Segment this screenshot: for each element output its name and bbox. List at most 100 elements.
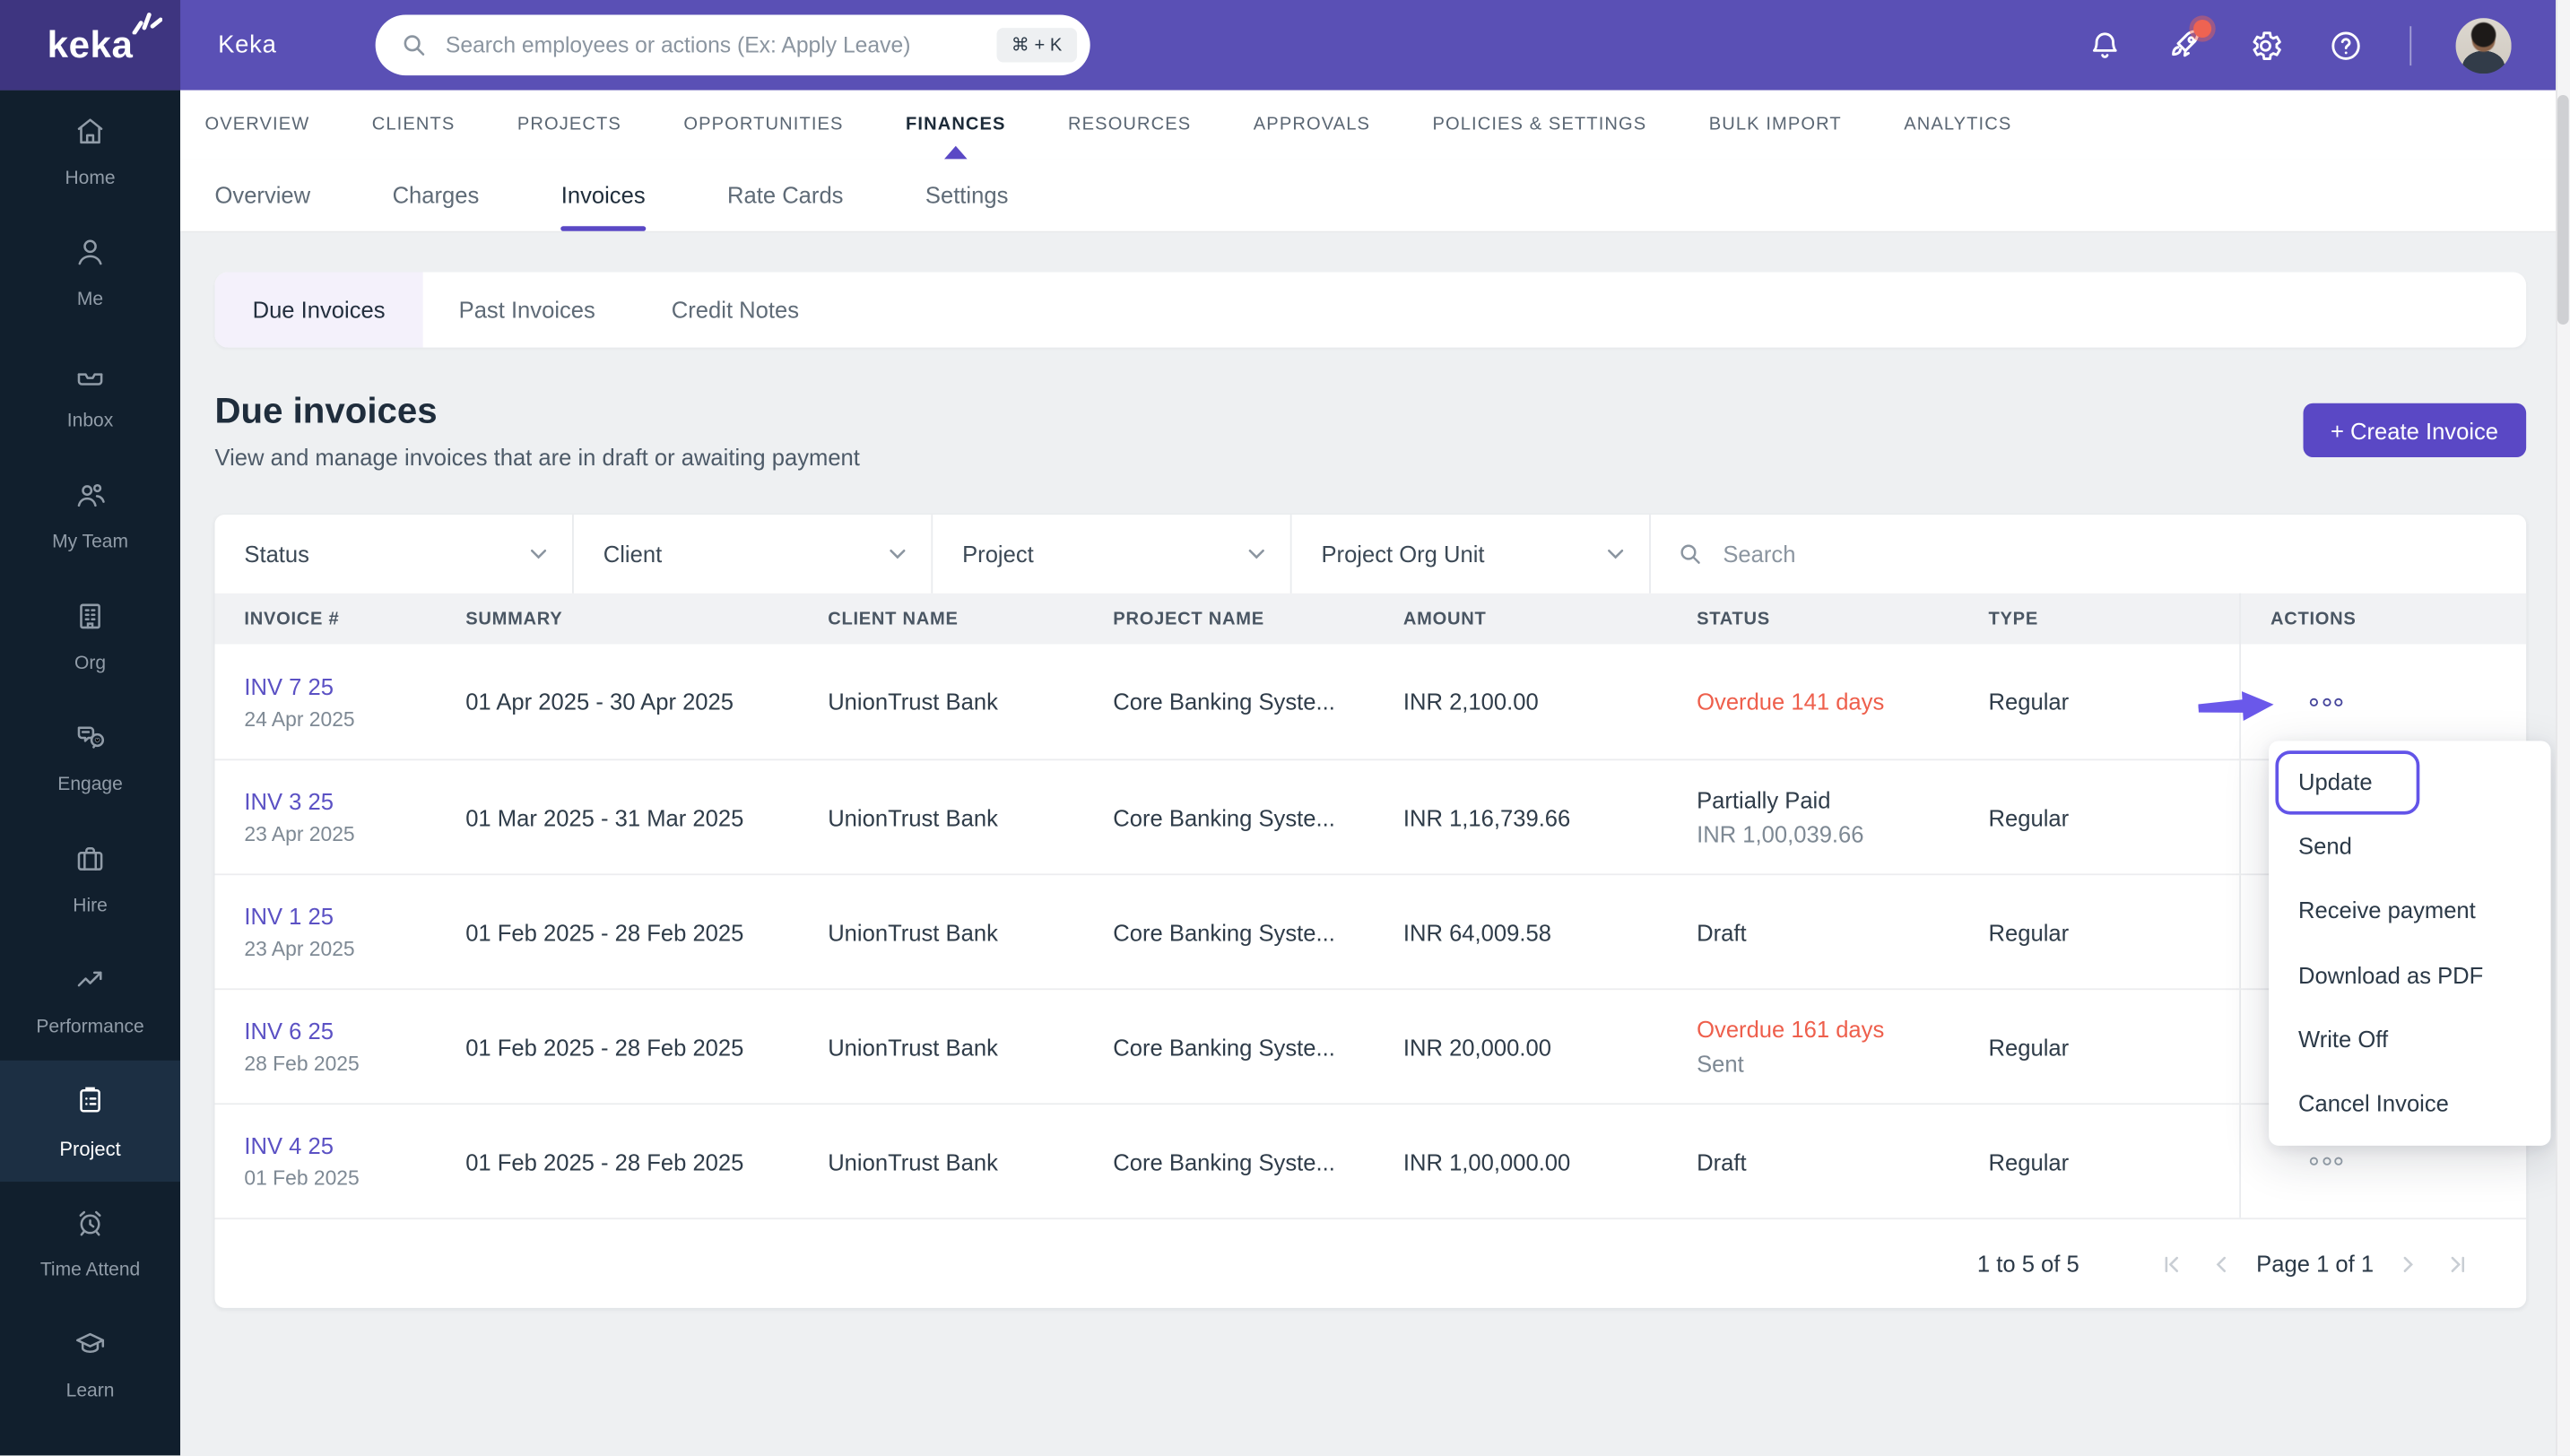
filter-status[interactable]: Status [214,515,574,594]
filter-project[interactable]: Project [933,515,1292,594]
main-nav-projects[interactable]: PROJECTS [517,114,621,134]
client-cell: UnionTrust Bank [828,1033,998,1060]
sidebar-item-org[interactable]: Org [0,576,180,697]
column-header-invoice: INVOICE # [244,609,340,629]
scrollbar-thumb[interactable] [2557,95,2569,325]
topbar: keka Keka ⌘ + K [0,0,2570,91]
scrollbar[interactable] [2556,0,2570,1456]
gear-icon[interactable] [2246,25,2286,65]
invoice-link[interactable]: INV 6 25 [244,1018,334,1044]
menu-item-download-as-pdf[interactable]: Download as PDF [2298,961,2484,988]
rocket-icon[interactable] [2166,19,2212,65]
sub-nav-rate-cards[interactable]: Rate Cards [727,181,844,209]
sub-nav-overview[interactable]: Overview [214,181,311,209]
main-nav-approvals[interactable]: APPROVALS [1253,114,1371,134]
create-invoice-button[interactable]: + Create Invoice [2302,403,2527,458]
global-search-input[interactable] [442,30,997,59]
sidebar-item-engage[interactable]: Engage [0,697,180,818]
main-nav-bulk-import[interactable]: BULK IMPORT [1708,114,1842,134]
type-cell: Regular [1988,688,2070,715]
sub-nav-settings[interactable]: Settings [925,181,1009,209]
prev-page-button[interactable] [2197,1254,2246,1272]
project-cell: Core Banking Syste... [1113,1033,1335,1060]
user-avatar[interactable] [2455,17,2512,74]
sidebar-item-hire[interactable]: Hire [0,818,180,939]
keka-logo[interactable]: keka [0,0,181,91]
main-nav-opportunities[interactable]: OPPORTUNITIES [683,114,844,134]
global-search[interactable]: ⌘ + K [375,14,1090,76]
sidebar-item-label: Performance [36,1018,144,1038]
sidebar-item-label: Project [59,1137,121,1161]
menu-item-write-off[interactable]: Write Off [2298,1026,2389,1053]
client-cell: UnionTrust Bank [828,918,998,945]
sub-nav-charges[interactable]: Charges [392,181,480,209]
sidebar-item-performance[interactable]: Performance [0,940,180,1061]
main-nav-policies-settings[interactable]: POLICIES & SETTINGS [1432,114,1647,134]
sidebar-item-my-team[interactable]: My Team [0,454,180,575]
table-body: INV 7 25 24 Apr 2025 01 Apr 2025 - 30 Apr … [214,644,2527,1218]
invoice-link[interactable]: INV 4 25 [244,1132,334,1159]
tab-due-invoices[interactable]: Due Invoices [214,272,423,348]
page-area: Due Invoices Past Invoices Credit Notes Du… [180,233,2570,1456]
status-text: Draft [1697,1148,1747,1174]
main-nav: OVERVIEW CLIENTS PROJECTS OPPORTUNITIES FINA… [180,90,2570,160]
row-actions-menu-button[interactable] [2309,697,2343,706]
invoice-row[interactable]: INV 3 25 23 Apr 2025 01 Mar 2025 - 31 Mar … [214,758,2527,874]
app-name: Keka [218,30,277,59]
next-page-button[interactable] [2383,1254,2433,1272]
main-nav-finances[interactable]: FINANCES [906,91,1006,160]
amount-cell: INR 1,00,000.00 [1402,1148,1571,1174]
last-page-button[interactable] [2433,1254,2482,1272]
main-nav-analytics[interactable]: ANALYTICS [1904,114,2012,134]
invoice-tabs: Due Invoices Past Invoices Credit Notes [214,272,2527,348]
invoice-link[interactable]: INV 7 25 [244,672,334,699]
table-search-input[interactable] [1719,539,2527,569]
filter-label: Status [244,541,309,568]
invoice-row[interactable]: INV 4 25 01 Feb 2025 01 Feb 2025 - 28 Feb … [214,1103,2527,1218]
main-nav-overview[interactable]: OVERVIEW [204,114,310,134]
sidebar-item-time-attend[interactable]: Time Attend [0,1182,180,1303]
tab-credit-notes[interactable]: Credit Notes [671,296,800,324]
project-cell: Core Banking Syste... [1113,688,1335,715]
status-text: Overdue 161 days [1697,1016,1885,1043]
menu-item-send[interactable]: Send [2298,832,2352,859]
menu-item-receive-payment[interactable]: Receive payment [2298,897,2476,923]
invoice-link[interactable]: INV 3 25 [244,788,334,815]
project-cell: Core Banking Syste... [1113,918,1335,945]
invoice-row[interactable]: INV 6 25 28 Feb 2025 01 Feb 2025 - 28 Feb … [214,988,2527,1104]
main-nav-clients[interactable]: CLIENTS [371,114,456,134]
summary-cell: 01 Feb 2025 - 28 Feb 2025 [465,918,744,945]
menu-item-cancel-invoice[interactable]: Cancel Invoice [2298,1089,2449,1117]
filter-client[interactable]: Client [574,515,933,594]
invoice-link[interactable]: INV 1 25 [244,903,334,930]
status-text: Partially Paid [1697,786,1831,813]
sub-nav-invoices[interactable]: Invoices [560,159,647,231]
engage-icon [72,720,108,764]
sidebar-item-inbox[interactable]: Inbox [0,333,180,454]
logo-spark-icon [132,13,162,35]
type-cell: Regular [1988,1033,2070,1060]
column-header-project-name: PROJECT NAME [1113,609,1264,629]
table-search[interactable] [1651,515,2527,594]
sidebar-item-label: Hire [73,896,108,916]
sidebar-item-label: Me [76,290,104,310]
help-icon[interactable] [2326,25,2366,65]
first-page-button[interactable] [2149,1254,2198,1272]
filter-project-org-unit[interactable]: Project Org Unit [1292,515,1651,594]
type-cell: Regular [1988,1148,2070,1174]
sidebar-item-learn[interactable]: Learn [0,1303,180,1424]
menu-item-update[interactable]: Update [2269,749,2550,816]
column-header-actions: ACTIONS [2239,593,2526,645]
tab-past-invoices[interactable]: Past Invoices [458,296,595,324]
performance-icon [72,962,108,1006]
invoice-row[interactable]: INV 1 25 23 Apr 2025 01 Feb 2025 - 28 Feb … [214,873,2527,989]
sidebar-item-label: Org [74,654,107,674]
sidebar-item-me[interactable]: Me [0,212,180,333]
bell-icon[interactable] [2085,25,2124,65]
row-actions-menu-button[interactable] [2309,1157,2343,1166]
amount-cell: INR 20,000.00 [1402,1033,1551,1060]
sidebar-item-project[interactable]: Project [0,1060,181,1183]
invoice-row[interactable]: INV 7 25 24 Apr 2025 01 Apr 2025 - 30 Apr … [214,644,2526,759]
sidebar-item-home[interactable]: Home [0,91,180,212]
main-nav-resources[interactable]: RESOURCES [1068,114,1192,134]
